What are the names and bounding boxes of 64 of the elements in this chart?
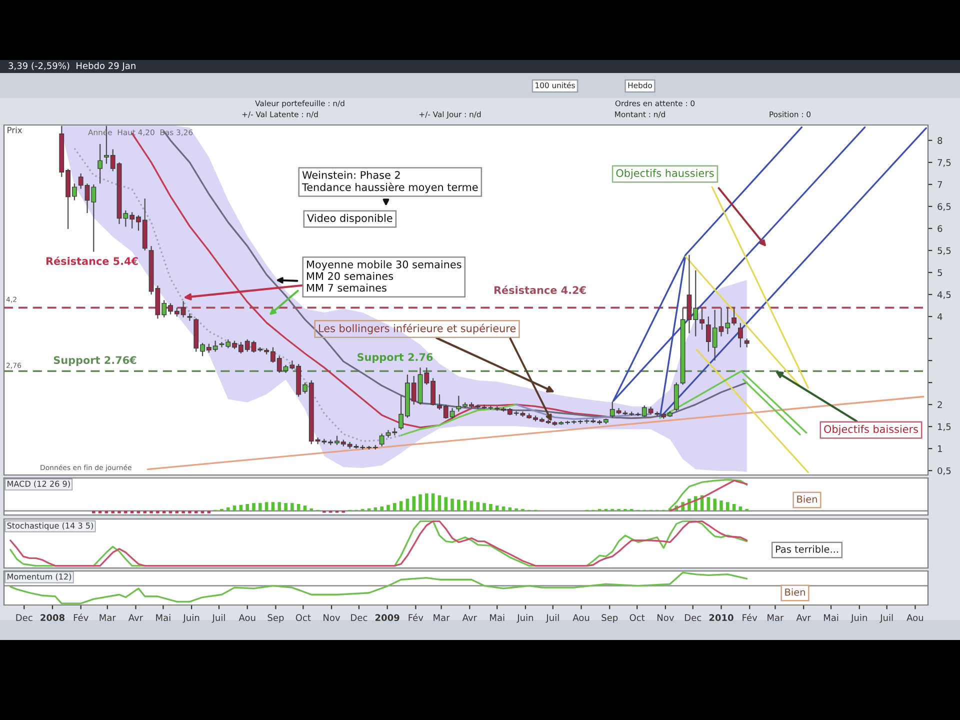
x-tick-label: Juin (516, 614, 534, 623)
x-tick-label: Nov (324, 614, 340, 622)
x-tick-label: Aou (238, 614, 256, 622)
y-tick-label: 0,5 (938, 467, 951, 476)
x-tick-label: Juin (850, 614, 867, 623)
annotation: Bien (797, 495, 817, 503)
y-tick-label: 4,5 (937, 291, 951, 299)
x-tick-label: Dec (16, 614, 32, 622)
annotation: Video disponible (307, 214, 392, 224)
x-tick-label: Oct (630, 614, 645, 622)
y-tick-label: 6 (938, 225, 942, 232)
annotation: Objectifs baissiers (824, 424, 918, 436)
x-tick-label: Dec (685, 614, 702, 622)
annotation: Pas terrible... (776, 545, 838, 553)
annotation: Moyenne mobile 30 semaines MM 20 semaines MM 7 semaines (307, 260, 462, 292)
x-tick-label: Mar (434, 614, 450, 622)
ref-line-label: Support 2.76€ (54, 356, 136, 366)
y-tick-label: 5 (938, 269, 942, 276)
x-tick-label: Avr (128, 614, 144, 621)
x-tick-label: Avr (796, 614, 811, 621)
x-tick-label: 2010 (709, 614, 734, 622)
x-tick-label: Fév (408, 614, 424, 622)
annotation: Weinstein: Phase 2 Tendance haussière moyen terme (302, 170, 478, 194)
x-tick-label: Nov (658, 614, 674, 622)
ref-line-label: Résistance 4.2€ (494, 286, 586, 294)
y-tick-label: 6,5 (938, 203, 951, 211)
x-tick-label: Mar (100, 614, 116, 622)
y-tick-label: 5,5 (938, 247, 951, 255)
chart-title: MACD (12 26 9) (8, 480, 70, 488)
x-tick-label: Fév (74, 614, 88, 622)
x-tick-label: Fév (742, 614, 758, 622)
x-tick-label: Mar (768, 614, 784, 622)
x-tick-label: Dec (351, 614, 368, 622)
x-tick-label: 2009 (375, 614, 400, 622)
x-tick-label: Mai (490, 614, 504, 622)
annotation: Support 2.76 (358, 353, 433, 364)
x-tick-label: Aou (572, 614, 590, 622)
y-tick-label: 7,5 (938, 159, 951, 167)
x-tick-label: Juin (182, 614, 200, 623)
y-tick-label: 1,5 (938, 423, 951, 432)
y-axis-title: Prix (8, 126, 22, 134)
y-tick-label: 1 (938, 445, 942, 452)
x-tick-label: Mai (824, 614, 838, 622)
y-tick-label: 7 (938, 181, 942, 188)
y-tick-label: 8 (938, 137, 942, 144)
chart-title: Momentum (12) (8, 573, 72, 581)
x-tick-label: Sep (268, 614, 284, 623)
y-tick-label: 4 (937, 313, 942, 320)
annotation: Bien (785, 588, 805, 596)
x-tick-label: Avr (462, 614, 478, 621)
x-tick-label: Juil (880, 614, 893, 623)
x-tick-label: Aou (906, 614, 924, 622)
x-tick-label: Juil (212, 614, 225, 623)
annotation: Objectifs haussiers (616, 168, 714, 180)
x-tick-label: Juil (546, 614, 559, 623)
annotation: Résistance 5.4€ (46, 256, 138, 266)
annotation: Les bollingers inférieure et supérieure (319, 324, 516, 334)
y-tick-label: 2 (938, 401, 942, 408)
x-tick-label: Oct (296, 614, 311, 622)
chart-title: Stochastique (14 3 5) (7, 522, 93, 530)
x-tick-label: Sep (602, 614, 618, 623)
chart-title: 3,39 (-2,59%) Hebdo 29 Jan (8, 62, 136, 71)
x-tick-label: Mai (156, 614, 170, 622)
x-tick-label: 2008 (40, 614, 64, 622)
